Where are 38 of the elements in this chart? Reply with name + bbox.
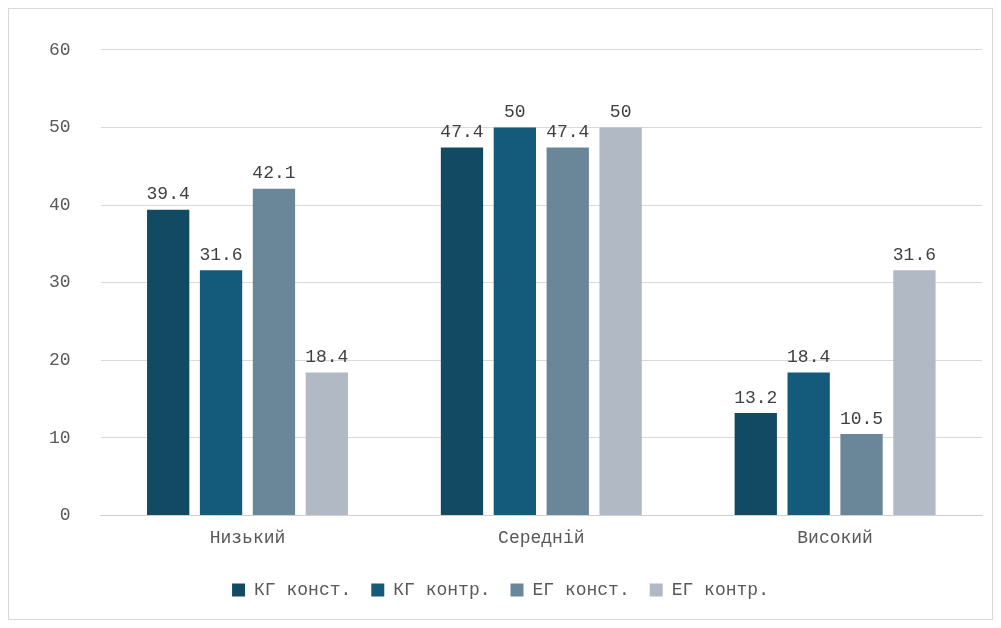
data-label: 50 — [609, 102, 632, 123]
data-label: 47.4 — [546, 122, 590, 143]
data-label: 31.6 — [199, 244, 243, 265]
y-tick-label: 40 — [48, 194, 71, 215]
bar — [787, 372, 830, 515]
legend-label: ЕГ контр. — [671, 579, 769, 600]
bar — [199, 270, 243, 515]
data-label: 10.5 — [839, 408, 884, 429]
legend-label: ЕГ конст. — [532, 579, 630, 600]
bar — [305, 372, 348, 515]
y-tick-label: 10 — [48, 427, 71, 448]
bar — [147, 209, 190, 515]
y-tick-label: 20 — [48, 349, 71, 370]
x-tick-label: Низький — [209, 527, 286, 548]
x-tick-label: Високий — [797, 527, 873, 548]
bar — [893, 270, 936, 515]
legend-label: КГ конст. — [254, 579, 352, 600]
data-label: 50 — [504, 102, 526, 123]
legend-label: КГ контр. — [393, 579, 491, 600]
data-label: 13.2 — [734, 387, 778, 408]
bar — [546, 147, 589, 515]
data-label: 18.4 — [305, 347, 349, 368]
bar — [440, 147, 484, 515]
y-tick-label: 30 — [48, 272, 71, 293]
bar — [840, 433, 883, 515]
data-label: 18.4 — [787, 347, 831, 368]
data-label: 31.6 — [892, 244, 937, 265]
data-label: 47.4 — [440, 122, 484, 143]
y-tick-label: 50 — [48, 117, 71, 138]
data-label: 39.4 — [146, 184, 190, 205]
bar — [493, 127, 537, 515]
bar — [734, 412, 777, 515]
x-tick-label: Середній — [498, 527, 585, 548]
y-tick-label: 60 — [48, 39, 71, 60]
y-tick-label: 0 — [59, 505, 71, 526]
bar — [599, 127, 642, 515]
data-label: 42.1 — [252, 163, 296, 184]
bar — [252, 188, 296, 515]
